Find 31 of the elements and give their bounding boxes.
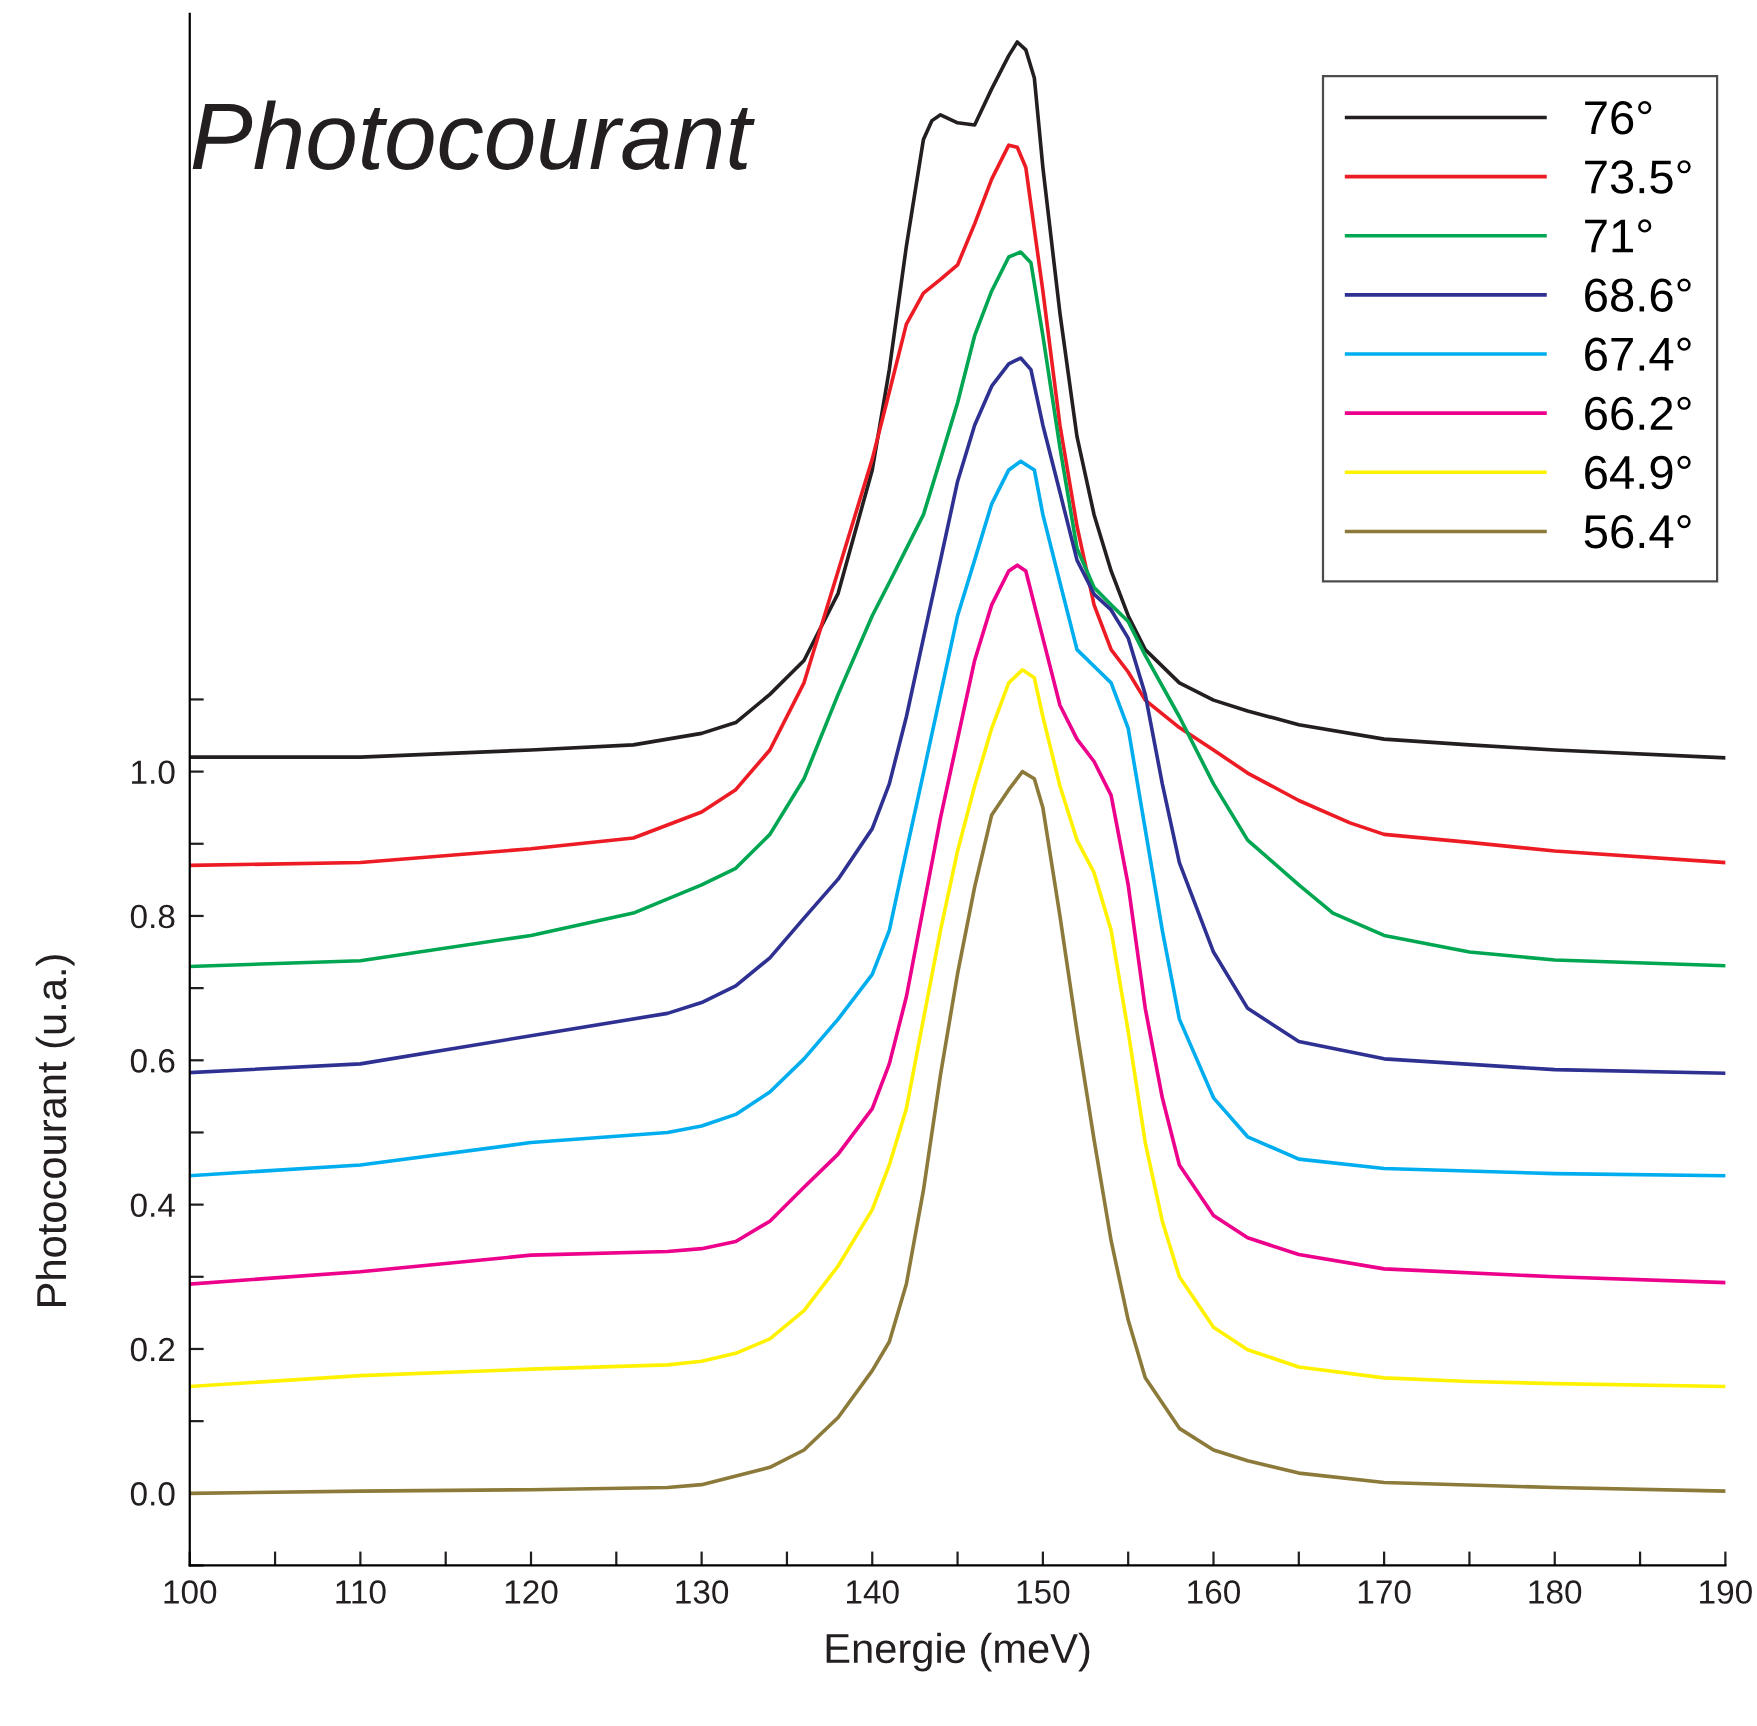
y-axis-title: Photocourant (u.a.) bbox=[35, 955, 75, 1306]
y-tick-label: 0.8 bbox=[130, 904, 175, 929]
legend-label: 68.6° bbox=[1585, 278, 1691, 312]
line-series bbox=[189, 40, 1726, 760]
x-tick-label: 160 bbox=[1188, 1580, 1241, 1604]
legend-label: 56.4° bbox=[1584, 514, 1691, 549]
x-tick-label: 170 bbox=[1358, 1580, 1411, 1604]
legend-label: 66.2° bbox=[1585, 396, 1691, 431]
text: Photocourant bbox=[192, 100, 755, 170]
x-tick-label: 180 bbox=[1529, 1580, 1582, 1604]
x-tick-label: 190 bbox=[1700, 1580, 1752, 1604]
x-tick-label: 140 bbox=[846, 1580, 899, 1604]
line-series bbox=[189, 769, 1726, 1496]
x-tick-label: 100 bbox=[164, 1580, 217, 1604]
x-tick-label: 110 bbox=[336, 1580, 386, 1604]
x-tick-label: 120 bbox=[505, 1580, 558, 1604]
y-tick-label: 0.6 bbox=[130, 1049, 175, 1073]
legend-label: 76° bbox=[1585, 101, 1652, 135]
y-tick-label: 1.0 bbox=[132, 760, 175, 785]
y-tick-label: 0.4 bbox=[130, 1193, 175, 1218]
line-series bbox=[189, 563, 1726, 1286]
x-tick-label: 130 bbox=[676, 1580, 729, 1604]
x-axis-title: Energie (meV) bbox=[826, 1632, 1090, 1672]
legend-label: 73.5° bbox=[1585, 160, 1691, 194]
x-tick-label: 150 bbox=[1017, 1580, 1070, 1604]
line-series bbox=[189, 668, 1726, 1389]
legend-label: 64.9° bbox=[1585, 455, 1691, 490]
y-tick-label: 0.2 bbox=[130, 1337, 175, 1362]
y-tick-label: 0.0 bbox=[130, 1482, 175, 1506]
legend-label: 71° bbox=[1585, 219, 1652, 253]
legend-label: 67.4° bbox=[1585, 337, 1691, 372]
